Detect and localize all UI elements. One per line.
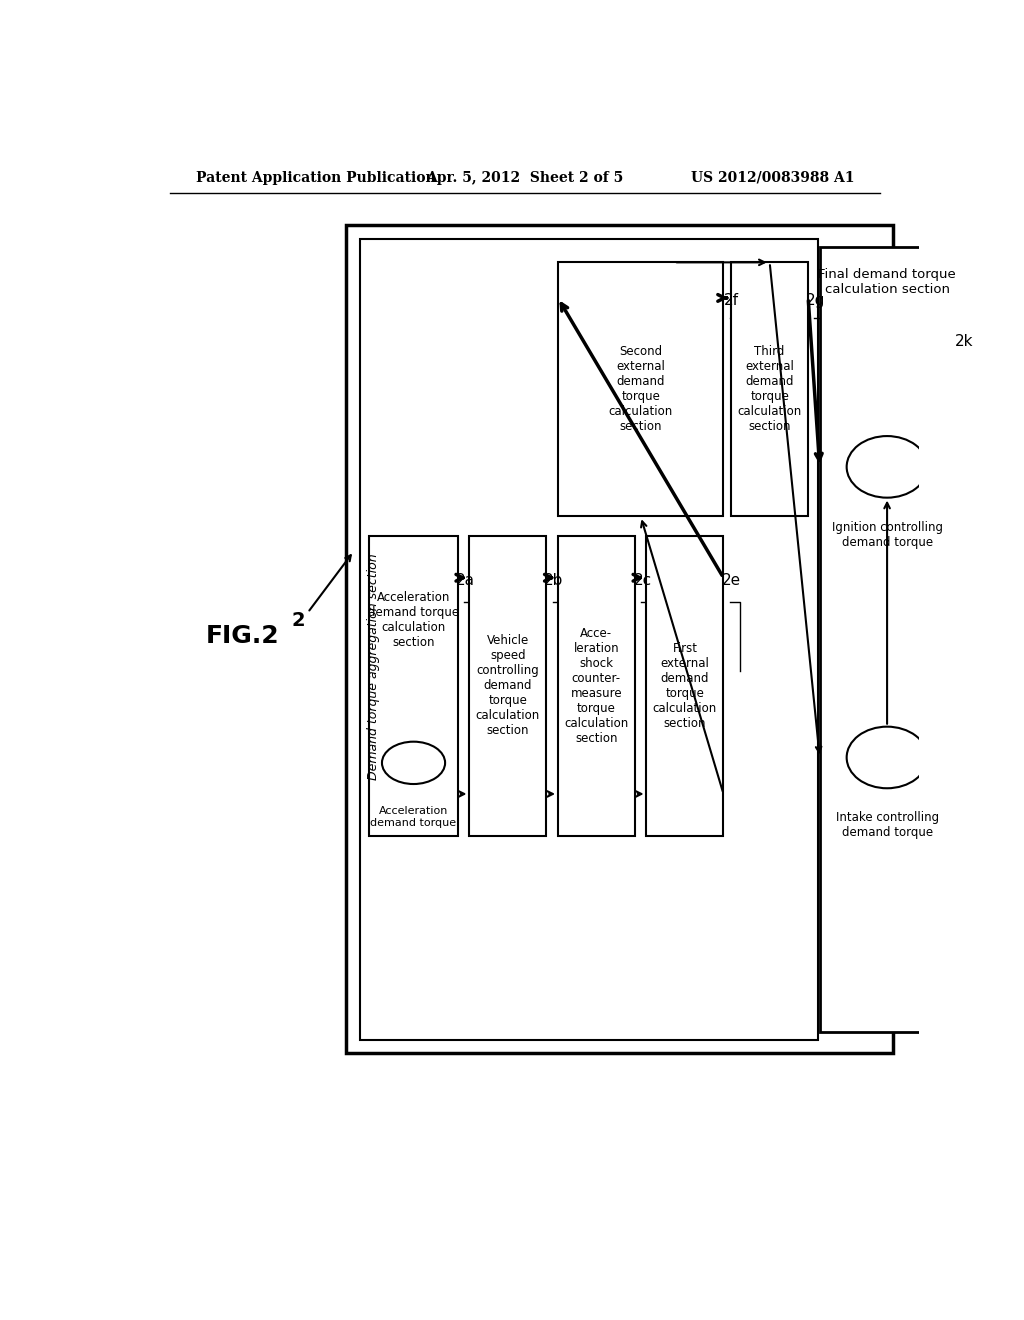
Ellipse shape xyxy=(382,742,445,784)
Bar xyxy=(819,247,954,1032)
Text: Final demand torque
calculation section: Final demand torque calculation section xyxy=(818,268,956,296)
Text: 2f: 2f xyxy=(724,293,738,308)
Text: FIG.2: FIG.2 xyxy=(206,624,279,648)
Text: Apr. 5, 2012  Sheet 2 of 5: Apr. 5, 2012 Sheet 2 of 5 xyxy=(426,170,624,185)
Text: Acce-
leration
shock
counter-
measure
torque
calculation
section: Acce- leration shock counter- measure to… xyxy=(564,627,629,744)
Text: Second
external
demand
torque
calculation
section: Second external demand torque calculatio… xyxy=(608,346,673,433)
Text: Pi_EXT: Pi_EXT xyxy=(866,751,907,764)
Text: Demand torque aggregation section: Demand torque aggregation section xyxy=(367,553,380,780)
Text: 2c: 2c xyxy=(634,573,651,589)
Bar xyxy=(370,536,458,836)
Text: Pi_EXT_SA: Pi_EXT_SA xyxy=(855,461,920,474)
Ellipse shape xyxy=(847,436,928,498)
Bar xyxy=(558,536,635,836)
Text: Acceleration
demand torque
calculation
section: Acceleration demand torque calculation s… xyxy=(368,591,459,649)
Bar xyxy=(346,226,893,1053)
Text: US 2012/0083988 A1: US 2012/0083988 A1 xyxy=(691,170,854,185)
Text: 2b: 2b xyxy=(545,573,564,589)
Ellipse shape xyxy=(847,726,928,788)
Text: Third
external
demand
torque
calculation
section: Third external demand torque calculation… xyxy=(737,346,802,433)
Bar xyxy=(646,536,724,836)
Text: 2g: 2g xyxy=(806,293,825,308)
Text: Ignition controlling
demand torque: Ignition controlling demand torque xyxy=(831,521,942,549)
Text: 2e: 2e xyxy=(722,573,740,589)
Text: 2a: 2a xyxy=(456,573,475,589)
Text: First
external
demand
torque
calculation
section: First external demand torque calculation… xyxy=(653,642,717,730)
Bar xyxy=(360,239,818,1040)
Text: Vehicle
speed
controlling
demand
torque
calculation
section: Vehicle speed controlling demand torque … xyxy=(476,635,540,738)
Text: Pi_APS: Pi_APS xyxy=(394,756,433,770)
Bar xyxy=(731,263,808,516)
Text: Patent Application Publication: Patent Application Publication xyxy=(196,170,435,185)
Bar xyxy=(558,263,724,516)
Bar xyxy=(469,536,547,836)
Text: 2k: 2k xyxy=(954,334,973,348)
Text: Acceleration
demand torque: Acceleration demand torque xyxy=(371,807,457,828)
Text: 2: 2 xyxy=(292,611,305,630)
Text: Intake controlling
demand torque: Intake controlling demand torque xyxy=(836,812,939,840)
